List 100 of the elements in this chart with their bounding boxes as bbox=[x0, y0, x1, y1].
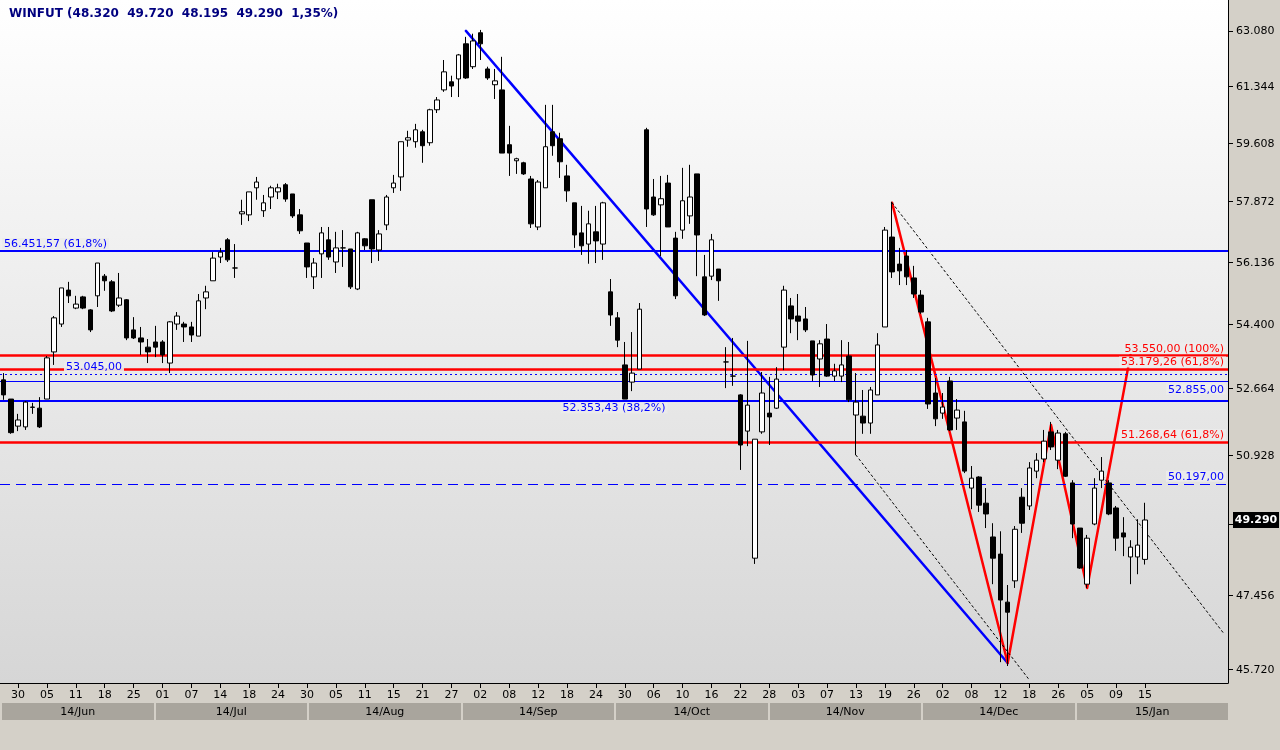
candlestick bbox=[846, 341, 852, 403]
y-tick-label: 61.344 bbox=[1236, 79, 1275, 93]
candlestick bbox=[875, 332, 880, 396]
ref-line-label: 52.353,43 (38,2%) bbox=[562, 401, 666, 415]
candlestick bbox=[456, 53, 461, 98]
candlestick bbox=[210, 251, 216, 282]
candlestick bbox=[138, 326, 144, 356]
candlestick bbox=[189, 321, 194, 343]
x-tick-label: 18 bbox=[97, 688, 112, 701]
candlestick bbox=[348, 248, 353, 290]
candlestick bbox=[803, 306, 808, 333]
candlestick bbox=[832, 363, 837, 382]
candlestick bbox=[88, 308, 93, 333]
candlestick bbox=[1070, 479, 1075, 539]
ref-line-label: 51.268,64 (61,8%) bbox=[1120, 427, 1224, 441]
x-tick-label: 10 bbox=[675, 688, 690, 701]
x-tick-label: 30 bbox=[617, 688, 632, 701]
x-tick-label: 18 bbox=[242, 688, 257, 701]
y-tick-label: 63.080 bbox=[1236, 24, 1275, 38]
candlestick bbox=[608, 278, 613, 327]
x-tick-label: 30 bbox=[300, 688, 314, 701]
candlestick bbox=[1128, 539, 1133, 585]
candlestick bbox=[478, 29, 483, 61]
candlestick bbox=[261, 194, 266, 218]
candlestick bbox=[709, 233, 714, 281]
candlestick bbox=[405, 130, 411, 148]
x-tick-label: 08 bbox=[964, 688, 979, 701]
x-tick-label: 14 bbox=[213, 688, 228, 701]
candlestick bbox=[283, 182, 288, 203]
text: 14/Dec bbox=[921, 703, 1075, 720]
x-tick-label: 02 bbox=[473, 688, 488, 701]
x-tick-label: 30 bbox=[11, 688, 26, 701]
candlestick bbox=[745, 340, 750, 447]
candlestick bbox=[702, 254, 707, 317]
candlestick bbox=[557, 132, 563, 179]
x-tick-label: 06 bbox=[646, 688, 661, 701]
candlestick bbox=[998, 530, 1003, 663]
ref-line-label: 53.550,00 (100%) bbox=[1124, 341, 1224, 355]
x-tick-label: 07 bbox=[184, 688, 199, 701]
candlestick bbox=[925, 317, 931, 410]
y-tick-label: 56.136 bbox=[1236, 255, 1275, 269]
candlestick bbox=[51, 315, 57, 366]
candlestick bbox=[716, 268, 721, 302]
candlestick bbox=[543, 104, 548, 189]
candlestick bbox=[44, 355, 50, 400]
y-tick-label: 52.664 bbox=[1236, 382, 1275, 396]
x-tick-label: 02 bbox=[935, 688, 950, 701]
candlestick bbox=[153, 325, 158, 358]
x-tick-label: 11 bbox=[357, 688, 372, 701]
x-tick-label: 27 bbox=[444, 688, 459, 701]
text: 14/Jul bbox=[153, 703, 307, 720]
candlestick bbox=[492, 68, 498, 100]
text: 14/Aug bbox=[307, 703, 461, 720]
candlestick bbox=[550, 104, 555, 157]
candlestick bbox=[514, 157, 519, 175]
candlestick bbox=[767, 376, 772, 446]
candlestick bbox=[384, 194, 389, 231]
x-tick-label: 07 bbox=[820, 688, 835, 701]
candlestick bbox=[644, 127, 649, 228]
candlestick bbox=[1019, 487, 1025, 534]
candlestick bbox=[1142, 502, 1148, 566]
candlestick bbox=[1092, 477, 1097, 526]
candlestick bbox=[66, 281, 71, 304]
candlestick bbox=[485, 66, 490, 81]
y-tick-label: 50.928 bbox=[1236, 448, 1275, 462]
x-tick-label: 24 bbox=[588, 688, 603, 701]
candlestick bbox=[1099, 456, 1104, 489]
candlestick bbox=[904, 249, 909, 286]
candlestick bbox=[868, 386, 873, 435]
candlestick bbox=[1135, 518, 1140, 575]
candlestick bbox=[398, 141, 404, 192]
candlestick bbox=[586, 210, 591, 265]
y-tick-label: 45.720 bbox=[1236, 662, 1275, 676]
text: WINFUT (48.320 49.720 48.195 49.290 1,35%) bbox=[9, 6, 339, 20]
x-tick-label: 19 bbox=[877, 688, 892, 701]
y-tick-label: 57.872 bbox=[1236, 195, 1275, 209]
x-tick-label: 28 bbox=[762, 688, 777, 701]
candlestick bbox=[572, 202, 577, 249]
candlestick bbox=[499, 56, 505, 154]
x-tick-label: 13 bbox=[848, 688, 863, 701]
ref-line-label: 53.179,26 (61,8%) bbox=[1120, 355, 1224, 369]
candlestick bbox=[579, 205, 584, 256]
ref-line-label: 53.045,00 bbox=[66, 360, 122, 374]
candlestick bbox=[990, 522, 996, 585]
x-tick-label: 24 bbox=[271, 688, 286, 701]
x-tick-label: 05 bbox=[39, 688, 54, 701]
candlestick bbox=[962, 410, 967, 474]
x-tick-label: 26 bbox=[1051, 688, 1066, 701]
candlestick bbox=[59, 287, 64, 328]
y-tick-label: 54.400 bbox=[1236, 317, 1275, 331]
ref-line-label: 50.197,00 bbox=[1168, 469, 1224, 483]
ref-line-label: 56.451,57 (61,8%) bbox=[4, 237, 108, 251]
x-tick-label: 11 bbox=[68, 688, 83, 701]
candlestick bbox=[521, 161, 526, 176]
candlestick bbox=[673, 231, 678, 300]
candlestick bbox=[637, 302, 642, 370]
text: 15/Jan bbox=[1074, 703, 1228, 720]
x-tick-label: 18 bbox=[560, 688, 575, 701]
ref-line-label: 52.855,00 bbox=[1168, 382, 1224, 396]
candlestick bbox=[897, 247, 902, 286]
